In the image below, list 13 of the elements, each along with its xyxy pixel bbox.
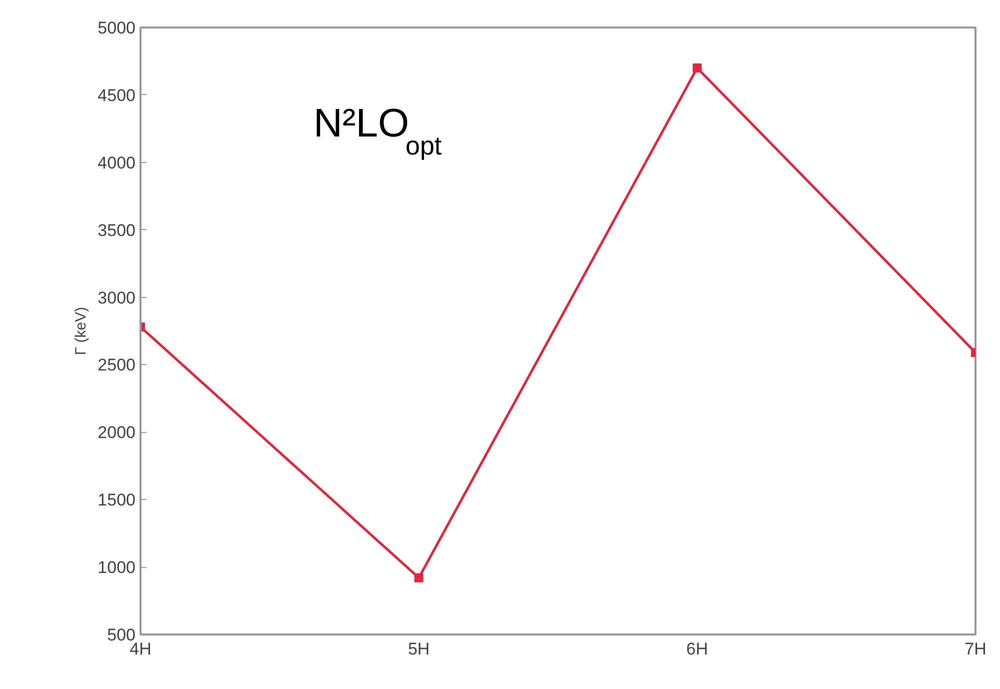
y-tick-label: 2500 — [98, 356, 136, 375]
y-tick-label: 2000 — [98, 423, 136, 442]
y-tick-label: 4500 — [98, 86, 136, 105]
y-tick-label: 4000 — [98, 153, 136, 172]
x-tick-label: 7H — [964, 640, 986, 658]
y-axis-title: Γ (keV) — [72, 306, 90, 356]
y-tick-label: 1500 — [98, 490, 136, 510]
x-tick-label: 5H — [408, 640, 430, 658]
x-tick-label: 6H — [686, 640, 708, 658]
y-tick-label: 3500 — [98, 220, 136, 240]
y-tick-label: 1000 — [98, 558, 136, 578]
y-tick-label: 3000 — [98, 288, 136, 308]
y-tick-label: 5000 — [98, 18, 136, 38]
